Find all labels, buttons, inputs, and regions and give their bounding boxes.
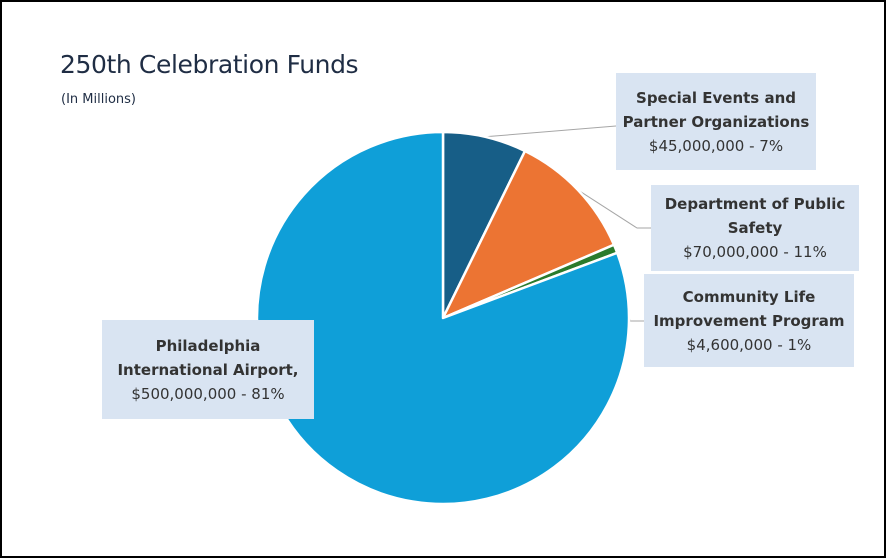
- data-label-name: Philadelphia International Airport,: [117, 336, 299, 379]
- data-label-community-life: Community Life Improvement Program $4,60…: [644, 274, 854, 367]
- data-label-name: Department of Public Safety: [664, 195, 846, 237]
- leader-line-special-events: [485, 125, 617, 138]
- data-label-public-safety: Department of Public Safety $70,000,000 …: [651, 185, 859, 271]
- leader-line-public-safety: [577, 189, 651, 229]
- chart-subtitle: (In Millions): [61, 92, 136, 107]
- data-label-name: Community Life Improvement Program: [653, 287, 845, 330]
- data-label-name: Special Events and Partner Organizations: [622, 88, 810, 131]
- data-label-special-events: Special Events and Partner Organizations…: [616, 73, 816, 170]
- data-label-airport: Philadelphia International Airport, $500…: [102, 320, 314, 419]
- pie-slice-airport: [255, 130, 631, 506]
- data-label-value: $70,000,000 - 11%: [683, 243, 827, 261]
- data-label-value: $500,000,000 - 81%: [131, 384, 285, 403]
- data-label-value: $4,600,000 - 1%: [686, 335, 812, 354]
- chart-title: 250th Celebration Funds: [60, 50, 359, 79]
- pie-slice-public-safety: [441, 149, 616, 320]
- data-label-value: $45,000,000 - 7%: [648, 136, 784, 155]
